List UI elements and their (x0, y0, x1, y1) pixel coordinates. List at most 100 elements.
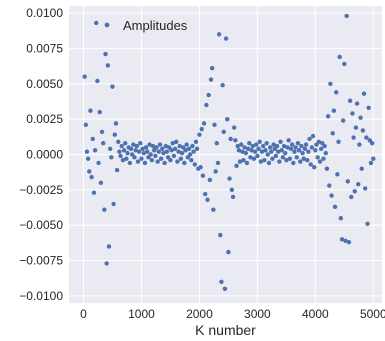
data-point (179, 150, 185, 156)
data-point (219, 279, 224, 284)
y-tick-label: 0.0075 (26, 41, 63, 55)
data-point (288, 146, 294, 152)
data-point (114, 167, 120, 173)
data-point (207, 177, 213, 183)
data-point (237, 159, 243, 164)
data-point (235, 143, 240, 149)
data-point (350, 111, 355, 116)
data-point (293, 145, 298, 150)
data-point (286, 138, 291, 143)
data-point (149, 157, 155, 163)
data-point (322, 143, 327, 149)
data-point (358, 115, 363, 120)
data-point (218, 232, 223, 238)
data-point (182, 160, 187, 166)
data-point (82, 74, 87, 79)
data-point (227, 176, 232, 181)
data-point (365, 221, 370, 226)
data-point (289, 142, 295, 147)
data-point (132, 155, 137, 160)
data-point (197, 132, 202, 137)
data-point (105, 63, 111, 68)
data-point (158, 156, 164, 161)
data-point (103, 51, 108, 57)
data-point (201, 121, 207, 126)
data-point (231, 125, 237, 130)
data-point (251, 156, 257, 161)
data-point (368, 160, 374, 166)
data-point (225, 116, 230, 122)
data-point (346, 239, 352, 245)
data-point (337, 54, 342, 60)
data-point (311, 165, 317, 170)
data-point (273, 153, 279, 159)
data-point (279, 148, 284, 153)
data-point (147, 142, 152, 147)
data-point (338, 215, 344, 221)
data-point (283, 150, 288, 156)
data-point (90, 136, 95, 142)
data-point (172, 146, 178, 152)
data-point (229, 187, 235, 193)
data-point (371, 156, 376, 161)
data-point (250, 143, 255, 149)
data-point (94, 20, 99, 26)
data-point (252, 149, 258, 154)
data-point (111, 201, 116, 207)
data-point (318, 146, 324, 152)
data-point (332, 204, 338, 210)
data-point (98, 180, 104, 185)
data-point (189, 157, 194, 163)
data-point (323, 150, 328, 156)
data-point (89, 174, 94, 180)
data-point (328, 81, 333, 86)
data-point (205, 197, 210, 202)
data-point (299, 143, 304, 149)
data-point (120, 157, 126, 163)
data-point (83, 122, 89, 128)
data-point (140, 146, 145, 152)
data-point (183, 148, 188, 153)
y-tick-label: 0.0050 (26, 77, 63, 91)
x-tick-label: 4000 (302, 307, 329, 321)
data-point (351, 135, 356, 140)
data-point (278, 139, 283, 144)
data-point (228, 136, 233, 142)
data-point (242, 145, 247, 150)
data-point (356, 182, 361, 187)
data-point (306, 149, 311, 154)
data-point (345, 179, 351, 184)
data-point (298, 159, 303, 164)
data-point (116, 139, 121, 144)
data-point (234, 163, 239, 169)
data-point (296, 148, 302, 153)
data-point (135, 159, 141, 164)
legend-label: Amplitudes (123, 18, 188, 33)
data-point (127, 160, 133, 166)
data-point (128, 146, 134, 152)
data-point (344, 13, 349, 19)
data-point (295, 140, 301, 146)
data-point (291, 160, 296, 166)
data-point (257, 139, 262, 144)
data-point (177, 143, 182, 149)
data-point (118, 153, 123, 159)
data-point (240, 149, 245, 154)
data-point (280, 155, 286, 160)
data-point (88, 108, 93, 113)
data-point (157, 142, 163, 147)
data-point (349, 194, 354, 200)
data-point (112, 132, 117, 137)
data-point (364, 135, 369, 140)
data-point (339, 237, 345, 242)
data-point (92, 148, 98, 153)
data-point (321, 156, 326, 161)
data-point (342, 61, 347, 67)
data-point (143, 145, 149, 150)
data-point (308, 162, 313, 167)
data-point (270, 156, 275, 161)
data-point (221, 129, 226, 135)
data-point (153, 153, 158, 159)
data-point (139, 156, 144, 161)
data-point (315, 155, 320, 160)
